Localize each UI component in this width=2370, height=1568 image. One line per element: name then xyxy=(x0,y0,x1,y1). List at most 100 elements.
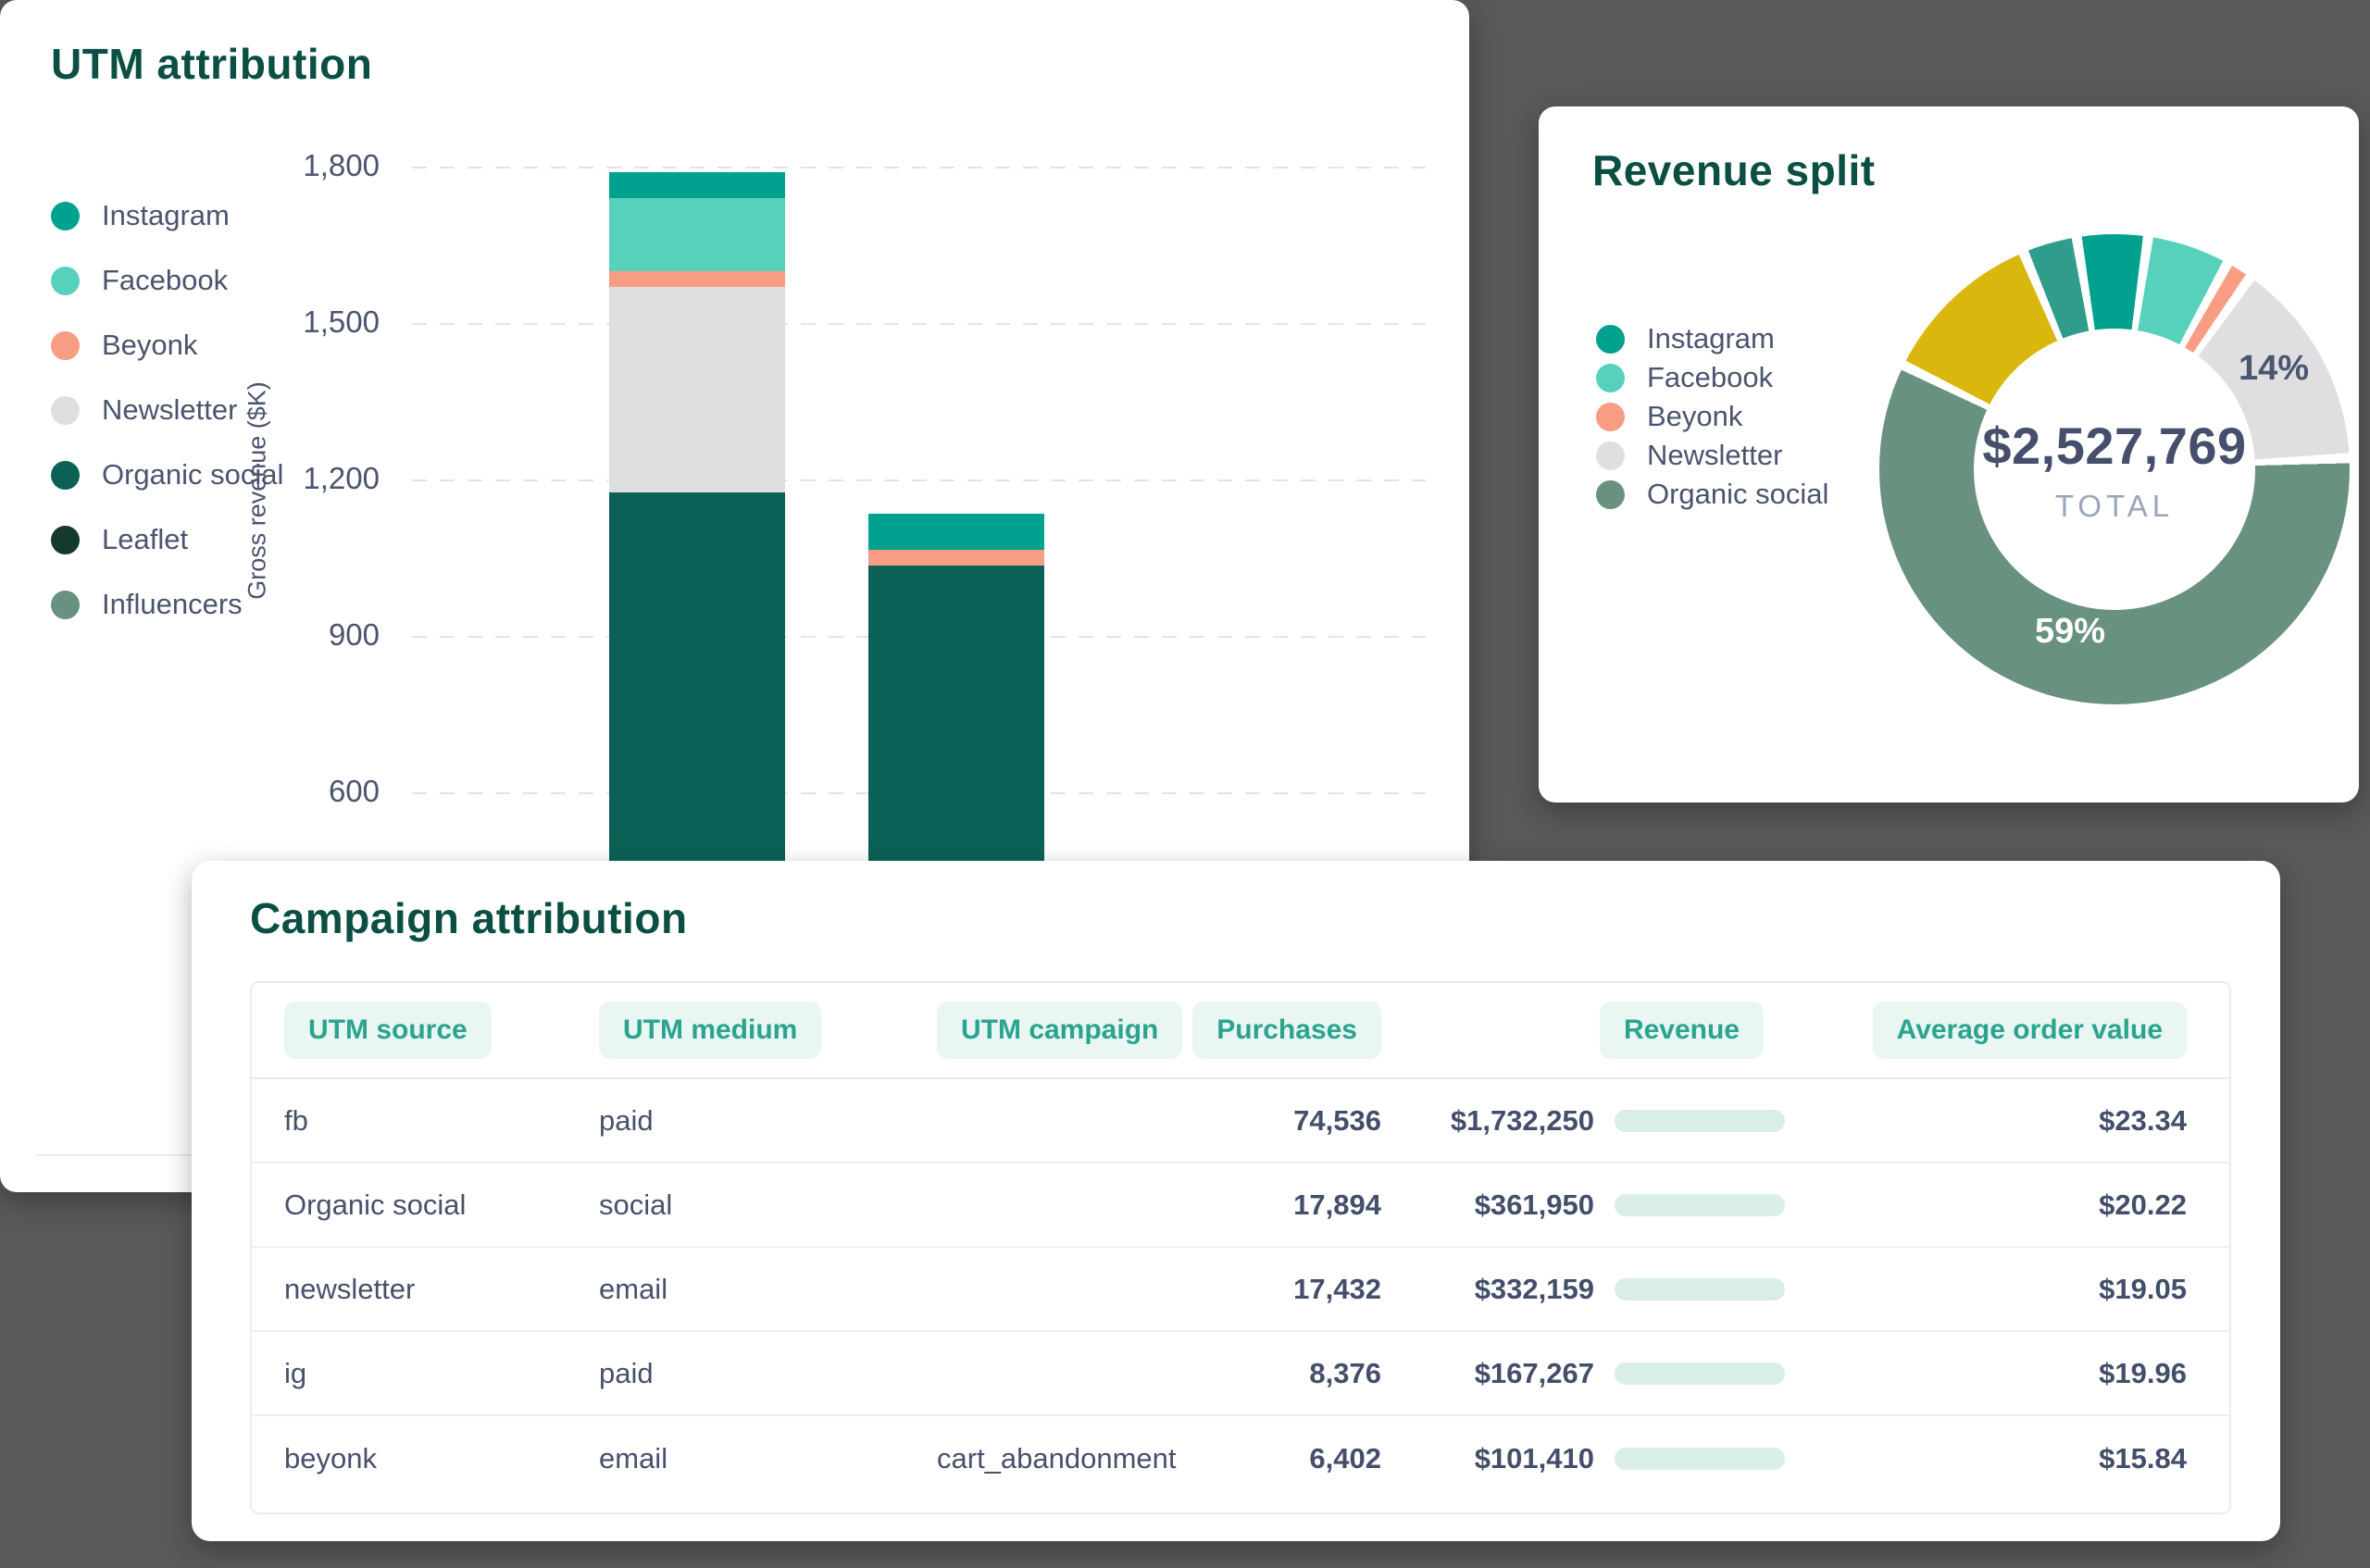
cell-utm-medium: paid xyxy=(599,1356,654,1389)
cell-average-order-value: $20.22 xyxy=(2099,1188,2187,1221)
donut-center: $2,527,769 TOTAL xyxy=(1974,329,2255,610)
revenue-bar-track xyxy=(1615,1109,1785,1132)
legend-label: Facebook xyxy=(1647,361,1774,393)
column-header-utm-source[interactable]: UTM source xyxy=(284,1002,492,1059)
revenue-bar-cell xyxy=(1594,1193,1794,1216)
legend-label: Influencers xyxy=(102,588,243,620)
cell-purchases: 17,894 xyxy=(1293,1188,1381,1221)
influencers-color-dot-icon xyxy=(51,590,80,619)
table-row-newsletter[interactable]: newsletter email 17,432 $332,159 $19.05 xyxy=(252,1248,2229,1332)
revenue-bar-cell xyxy=(1594,1109,1794,1132)
revenue-bar-track xyxy=(1615,1193,1785,1216)
legend-item-newsletter[interactable]: Newsletter xyxy=(51,378,283,442)
legend-label: Organic social xyxy=(1647,478,1829,510)
table-row-ig[interactable]: ig paid 8,376 $167,267 $19.96 xyxy=(252,1332,2229,1416)
legend-label: Leaflet xyxy=(102,523,189,555)
revenue-split-card: Revenue split Instagram Facebook Beyonk New… xyxy=(1539,106,2359,803)
column-header-purchases[interactable]: Purchases xyxy=(1192,1002,1381,1059)
cell-utm-source: ig xyxy=(284,1356,307,1389)
bar-segment-beyonk xyxy=(868,550,1044,566)
column-header-utm-campaign[interactable]: UTM campaign xyxy=(937,1002,1183,1059)
legend-item-organic-social[interactable]: Organic social xyxy=(1596,475,1828,514)
cell-revenue: $167,267 xyxy=(1474,1356,1594,1389)
y-axis-label: Gross revenue ($K) xyxy=(243,381,271,600)
gridline-1200 xyxy=(412,479,1426,481)
legend-item-instagram[interactable]: Instagram xyxy=(1596,319,1828,358)
table-row-beyonk[interactable]: beyonk email cart_abandonment 6,402 $101,410… xyxy=(252,1416,2229,1500)
column-header-utm-medium[interactable]: UTM medium xyxy=(599,1002,822,1059)
legend-label: Beyonk xyxy=(102,329,198,361)
donut-total-value: $2,527,769 xyxy=(1982,416,2247,475)
legend-item-facebook[interactable]: Facebook xyxy=(51,248,283,313)
legend-item-beyonk[interactable]: Beyonk xyxy=(1596,397,1828,436)
donut-label-organic-pct: 59% xyxy=(2035,612,2106,651)
legend-label: Newsletter xyxy=(102,393,238,426)
legend-label: Facebook xyxy=(102,264,229,296)
legend-label: Organic social xyxy=(102,458,284,491)
legend-item-influencers[interactable]: Influencers xyxy=(51,572,283,637)
organic-social-color-dot-icon xyxy=(51,460,80,490)
legend-item-instagram[interactable]: Instagram xyxy=(51,183,283,248)
cell-utm-campaign: cart_abandonment xyxy=(937,1441,1177,1475)
cell-revenue: $1,732,250 xyxy=(1450,1103,1594,1137)
cell-revenue: $361,950 xyxy=(1474,1188,1594,1221)
legend-label: Instagram xyxy=(102,199,230,231)
instagram-color-dot-icon xyxy=(1596,324,1625,354)
revenue-bar-track xyxy=(1615,1447,1785,1470)
utm-card-title: UTM attribution xyxy=(51,40,373,88)
legend-label: Beyonk xyxy=(1647,400,1743,432)
cell-utm-medium: email xyxy=(599,1272,668,1305)
table-row-organic-social[interactable]: Organic social social 17,894 $361,950 $20.22 xyxy=(252,1164,2229,1248)
y-tick-label-1200: 1,200 xyxy=(303,461,380,495)
cell-average-order-value: $23.34 xyxy=(2099,1103,2187,1137)
cell-purchases: 17,432 xyxy=(1293,1272,1381,1305)
gridline-1500 xyxy=(412,323,1426,325)
cell-utm-medium: email xyxy=(599,1441,668,1475)
cell-revenue: $332,159 xyxy=(1474,1272,1594,1305)
column-header-revenue[interactable]: Revenue xyxy=(1599,1002,1764,1059)
y-tick-label-1800: 1,800 xyxy=(303,148,380,182)
legend-item-leaflet[interactable]: Leaflet xyxy=(51,507,283,572)
utm-legend: Instagram Facebook Beyonk Newsletter Organic… xyxy=(51,183,283,637)
cell-utm-medium: paid xyxy=(599,1103,654,1137)
gridline-1800 xyxy=(412,167,1426,168)
leaflet-color-dot-icon xyxy=(51,525,80,554)
column-header-average-order-value[interactable]: Average order value xyxy=(1872,1002,2187,1059)
legend-label: Newsletter xyxy=(1647,439,1783,471)
cell-revenue: $101,410 xyxy=(1474,1441,1594,1475)
cell-average-order-value: $19.96 xyxy=(2099,1356,2187,1389)
bar-segment-instagram xyxy=(609,171,785,198)
bar-segment-facebook xyxy=(609,197,785,271)
legend-label: Instagram xyxy=(1647,322,1775,355)
legend-item-newsletter[interactable]: Newsletter xyxy=(1596,436,1828,475)
beyonk-color-dot-icon xyxy=(51,330,80,360)
newsletter-color-dot-icon xyxy=(51,395,80,425)
cell-utm-source: newsletter xyxy=(284,1272,416,1305)
beyonk-color-dot-icon xyxy=(1596,402,1625,431)
cell-utm-source: beyonk xyxy=(284,1441,377,1475)
donut-total-label: TOTAL xyxy=(2054,488,2175,523)
revenue-legend: Instagram Facebook Beyonk Newsletter Organic… xyxy=(1596,319,1828,514)
bar-segment-beyonk xyxy=(609,270,785,287)
revenue-card-title: Revenue split xyxy=(1592,146,1876,194)
legend-item-facebook[interactable]: Facebook xyxy=(1596,358,1828,397)
bar-segment-instagram xyxy=(868,513,1044,551)
cell-utm-source: Organic social xyxy=(284,1188,467,1221)
cell-average-order-value: $19.05 xyxy=(2099,1272,2187,1305)
organic-social-color-dot-icon xyxy=(1596,479,1625,509)
facebook-color-dot-icon xyxy=(51,266,80,295)
table-row-fb[interactable]: fb paid 74,536 $1,732,250 $23.34 xyxy=(252,1079,2229,1164)
revenue-donut-chart[interactable]: $2,527,769 TOTAL 14% 59% xyxy=(1879,234,2350,704)
campaign-attribution-card: Campaign attribution UTM source UTM medi… xyxy=(192,861,2280,1541)
legend-item-beyonk[interactable]: Beyonk xyxy=(51,313,283,378)
revenue-bar-cell xyxy=(1594,1447,1794,1470)
legend-item-organic-social[interactable]: Organic social xyxy=(51,442,283,507)
campaign-table: UTM source UTM medium UTM campaign Purch… xyxy=(250,981,2231,1514)
y-tick-label-600: 600 xyxy=(328,774,380,808)
cell-purchases: 74,536 xyxy=(1293,1103,1381,1137)
campaign-table-header: UTM source UTM medium UTM campaign Purch… xyxy=(252,983,2229,1079)
campaign-table-body: fb paid 74,536 $1,732,250 $23.34 Organic soci… xyxy=(252,1079,2229,1500)
facebook-color-dot-icon xyxy=(1596,363,1625,392)
cell-purchases: 8,376 xyxy=(1309,1356,1381,1389)
